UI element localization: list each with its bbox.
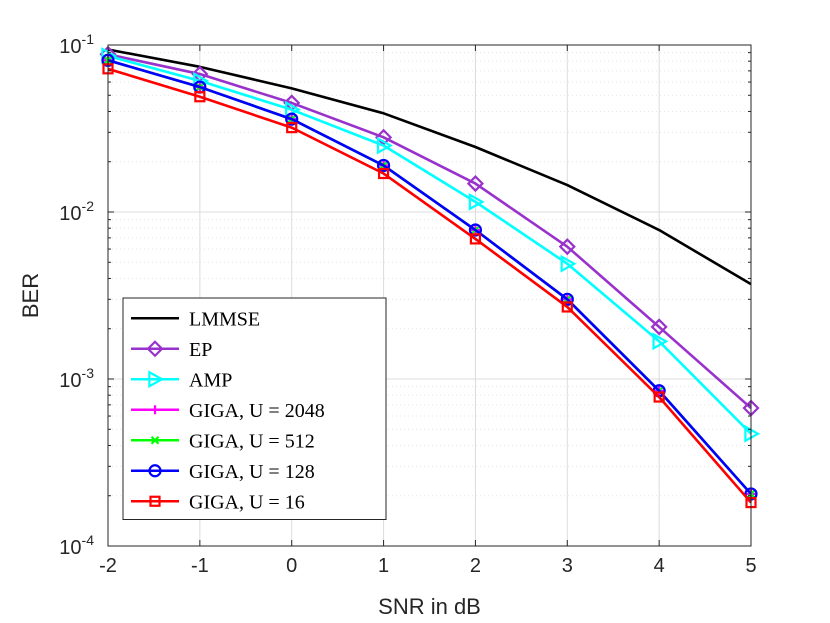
legend-swatch-marker — [150, 405, 160, 415]
x-axis-label: SNR in dB — [378, 594, 481, 619]
legend-swatch-marker — [149, 495, 161, 507]
series-point — [468, 192, 485, 211]
x-tick-label: -1 — [191, 555, 209, 577]
series-point — [653, 391, 665, 403]
series-point — [468, 223, 483, 237]
legend-label: GIGA, U = 16 — [189, 491, 305, 513]
series-point — [285, 112, 299, 126]
legend-label: AMP — [189, 369, 232, 391]
x-tick-label: -2 — [99, 555, 117, 577]
series-point — [560, 254, 577, 273]
legend-swatch-marker — [148, 464, 162, 478]
x-tick-label: 2 — [470, 555, 481, 577]
ticks: -2 -1 0 1 2 3 4 510-110-210-310-4 — [59, 31, 756, 577]
x-tick-label: 4 — [654, 555, 665, 577]
x-tick-label: 5 — [745, 555, 756, 577]
series-line — [107, 59, 752, 495]
y-tick-base: 10 — [59, 370, 81, 392]
legend-swatch-marker — [148, 370, 165, 389]
y-tick-label: 10-3 — [59, 365, 94, 392]
y-tick-exponent: -4 — [82, 532, 95, 548]
legend-label: GIGA, U = 2048 — [189, 400, 325, 422]
series-point — [286, 122, 298, 134]
y-tick-exponent: -1 — [82, 31, 95, 47]
y-axis-label: BER — [18, 273, 43, 318]
axes — [107, 44, 752, 547]
series-lines — [99, 45, 761, 509]
legend-swatch-marker — [146, 340, 164, 358]
x-tick-label: 3 — [562, 555, 573, 577]
legend-label: LMMSE — [189, 308, 260, 330]
series-point — [466, 175, 484, 193]
series-point — [376, 158, 391, 173]
x-tick-label: 0 — [286, 555, 297, 577]
series-point — [560, 292, 574, 306]
legend-label: GIGA, U = 128 — [189, 461, 315, 483]
series-point — [558, 238, 576, 256]
y-tick-base: 10 — [59, 203, 81, 225]
legend-label: GIGA, U = 512 — [189, 430, 315, 452]
series-point — [744, 424, 761, 443]
series-line — [107, 53, 752, 410]
legend-label: EP — [189, 339, 212, 361]
series-point — [377, 167, 390, 180]
series-line — [107, 54, 752, 435]
y-tick-base: 10 — [59, 537, 81, 559]
series-point — [194, 91, 206, 103]
series-0 — [107, 48, 752, 286]
legend: LMMSE EP AMP GIGA, U = 2048 GIGA, U = 512 GIG… — [122, 297, 387, 520]
y-tick-label: 10-2 — [59, 198, 94, 225]
y-tick-label: 10-4 — [59, 532, 94, 559]
series-line — [107, 48, 752, 286]
series-point — [561, 301, 573, 313]
y-tick-exponent: -2 — [82, 198, 95, 214]
y-tick-base: 10 — [59, 36, 81, 58]
series-point — [650, 318, 668, 336]
series-point — [469, 233, 482, 245]
series-point — [652, 332, 669, 351]
y-tick-exponent: -3 — [82, 365, 95, 381]
series-6 — [102, 63, 757, 509]
y-tick-label: 10-1 — [59, 31, 94, 58]
series-line — [107, 67, 752, 504]
legend-swatch-marker — [150, 435, 160, 445]
plot-frame — [107, 44, 752, 547]
series-point — [376, 136, 393, 155]
series-5 — [101, 53, 758, 501]
x-tick-label: 1 — [378, 555, 389, 577]
